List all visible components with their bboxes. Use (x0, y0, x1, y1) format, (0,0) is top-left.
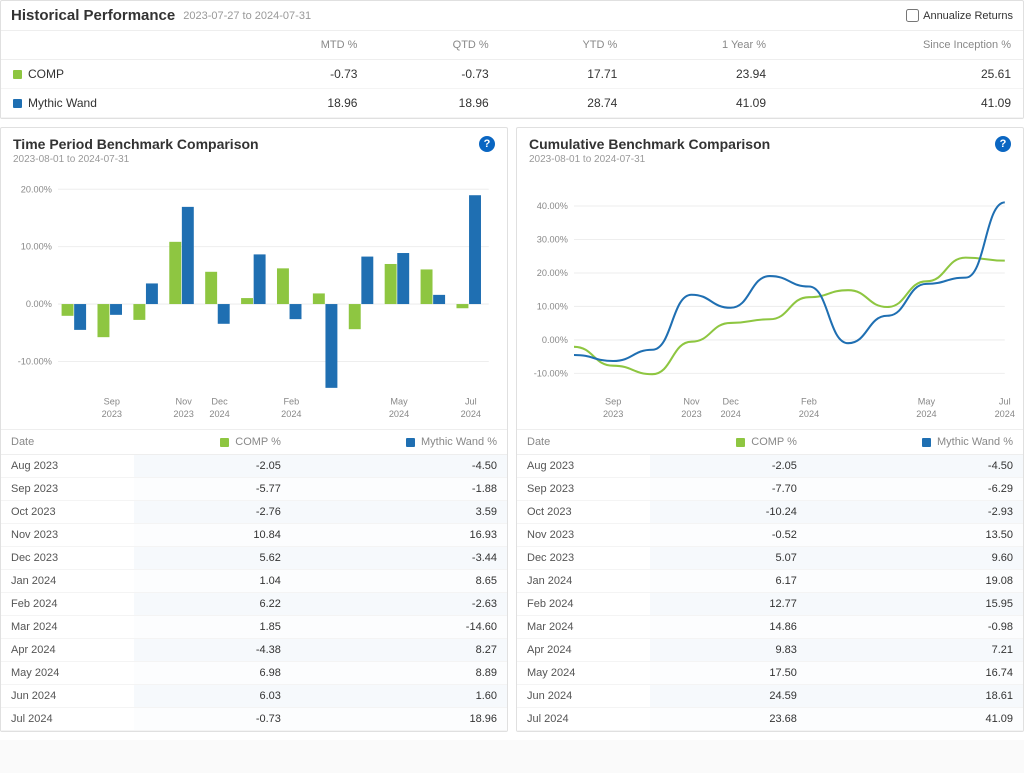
svg-text:2024: 2024 (461, 409, 481, 419)
table-row: Dec 20235.079.60 (517, 547, 1023, 570)
historical-header: Historical Performance 2023-07-27 to 202… (1, 1, 1023, 31)
table-row: Oct 2023-2.763.59 (1, 501, 507, 524)
col-mythic: Mythic Wand % (291, 430, 507, 455)
svg-text:2023: 2023 (173, 409, 193, 419)
table-row: Nov 2023-0.5213.50 (517, 524, 1023, 547)
annualize-label: Annualize Returns (923, 10, 1013, 22)
table-row: Jul 2024-0.7318.96 (1, 708, 507, 731)
col-date: Date (1, 430, 134, 455)
col-mythic: Mythic Wand % (807, 430, 1023, 455)
table-row: Jan 20241.048.65 (1, 570, 507, 593)
svg-text:-10.00%: -10.00% (534, 368, 568, 378)
svg-text:40.00%: 40.00% (537, 201, 568, 211)
help-icon[interactable]: ? (995, 136, 1011, 152)
table-row: Jun 20246.031.60 (1, 685, 507, 708)
svg-text:Jul: Jul (999, 396, 1011, 406)
table-row: Mythic Wand 18.9618.9628.7441.0941.09 (1, 89, 1023, 118)
svg-text:Nov: Nov (175, 396, 192, 406)
svg-text:-10.00%: -10.00% (18, 357, 52, 367)
col-comp: COMP % (650, 430, 807, 455)
table-row: May 20246.988.89 (1, 662, 507, 685)
svg-text:2024: 2024 (995, 409, 1015, 419)
svg-text:0.00%: 0.00% (542, 335, 568, 345)
cumulative-chart: -10.00% 0.00% 10.00% 20.00% 30.00% 40.00% Sep 2… (517, 169, 1023, 429)
historical-col-incep: Since Inception % (778, 31, 1023, 60)
svg-text:Feb: Feb (283, 396, 299, 406)
svg-text:May: May (390, 396, 408, 406)
table-row: Oct 2023-10.24-2.93 (517, 501, 1023, 524)
svg-text:Sep: Sep (104, 396, 120, 406)
svg-text:Dec: Dec (211, 396, 228, 406)
table-header-row: Date COMP % Mythic Wand % (1, 430, 507, 455)
col-comp: COMP % (134, 430, 291, 455)
time-period-title: Time Period Benchmark Comparison (13, 136, 259, 152)
cumulative-table: Date COMP % Mythic Wand % Aug 2023-2.05-… (517, 429, 1023, 731)
table-row: Dec 20235.62-3.44 (1, 547, 507, 570)
annualize-returns-toggle[interactable]: Annualize Returns (906, 9, 1013, 22)
svg-text:0.00%: 0.00% (26, 299, 52, 309)
table-row: Jul 202423.6841.09 (517, 708, 1023, 731)
svg-text:2024: 2024 (720, 409, 740, 419)
cumulative-panel: Cumulative Benchmark Comparison 2023-08-… (516, 127, 1024, 732)
table-row: Aug 2023-2.05-4.50 (1, 455, 507, 478)
time-period-date-range: 2023-08-01 to 2024-07-31 (13, 154, 259, 165)
historical-col-mtd: MTD % (237, 31, 370, 60)
cumulative-header: Cumulative Benchmark Comparison 2023-08-… (517, 128, 1023, 169)
svg-text:2024: 2024 (799, 409, 819, 419)
svg-text:10.00%: 10.00% (21, 242, 52, 252)
historical-col-qtd: QTD % (369, 31, 500, 60)
historical-col-name (1, 31, 237, 60)
historical-table-header-row: MTD % QTD % YTD % 1 Year % Since Incepti… (1, 31, 1023, 60)
cumulative-title: Cumulative Benchmark Comparison (529, 136, 770, 152)
time-period-table: Date COMP % Mythic Wand % Aug 2023-2.05-… (1, 429, 507, 731)
cumulative-date-range: 2023-08-01 to 2024-07-31 (529, 154, 770, 165)
svg-text:20.00%: 20.00% (537, 268, 568, 278)
table-row: Jan 20246.1719.08 (517, 570, 1023, 593)
svg-text:2023: 2023 (681, 409, 701, 419)
svg-text:2024: 2024 (209, 409, 229, 419)
col-date: Date (517, 430, 650, 455)
table-row: Feb 202412.7715.95 (517, 593, 1023, 616)
svg-text:Sep: Sep (605, 396, 621, 406)
table-row: Nov 202310.8416.93 (1, 524, 507, 547)
svg-text:May: May (918, 396, 936, 406)
table-row: Mar 202414.86-0.98 (517, 616, 1023, 639)
svg-text:20.00%: 20.00% (21, 184, 52, 194)
svg-text:2023: 2023 (603, 409, 623, 419)
svg-text:Dec: Dec (722, 396, 739, 406)
svg-text:2024: 2024 (281, 409, 301, 419)
historical-col-ytd: YTD % (501, 31, 630, 60)
time-period-chart: -10.00% 0.00% 10.00% 20.00% Sep 2023 Nov 2023 De… (1, 169, 507, 429)
historical-col-1yr: 1 Year % (629, 31, 778, 60)
table-row: Aug 2023-2.05-4.50 (517, 455, 1023, 478)
table-row: Sep 2023-5.77-1.88 (1, 478, 507, 501)
svg-text:10.00%: 10.00% (537, 302, 568, 312)
svg-text:2023: 2023 (102, 409, 122, 419)
table-row: Apr 20249.837.21 (517, 639, 1023, 662)
svg-text:30.00%: 30.00% (537, 235, 568, 245)
historical-table: MTD % QTD % YTD % 1 Year % Since Incepti… (1, 31, 1023, 118)
svg-text:Feb: Feb (801, 396, 817, 406)
table-row: Mar 20241.85-14.60 (1, 616, 507, 639)
svg-text:2024: 2024 (916, 409, 936, 419)
historical-performance-panel: Historical Performance 2023-07-27 to 202… (0, 0, 1024, 119)
help-icon[interactable]: ? (479, 136, 495, 152)
table-row: Jun 202424.5918.61 (517, 685, 1023, 708)
svg-text:Nov: Nov (683, 396, 700, 406)
table-row: Sep 2023-7.70-6.29 (517, 478, 1023, 501)
svg-text:2024: 2024 (389, 409, 409, 419)
table-row: Apr 2024-4.388.27 (1, 639, 507, 662)
historical-title: Historical Performance (11, 7, 175, 24)
time-period-header: Time Period Benchmark Comparison 2023-08… (1, 128, 507, 169)
svg-text:Jul: Jul (465, 396, 477, 406)
table-row: Feb 20246.22-2.63 (1, 593, 507, 616)
table-row: May 202417.5016.74 (517, 662, 1023, 685)
historical-date-range: 2023-07-27 to 2024-07-31 (183, 10, 311, 22)
time-period-panel: Time Period Benchmark Comparison 2023-08… (0, 127, 508, 732)
table-row: COMP -0.73-0.7317.7123.9425.61 (1, 60, 1023, 89)
table-header-row: Date COMP % Mythic Wand % (517, 430, 1023, 455)
annualize-checkbox[interactable] (906, 9, 919, 22)
